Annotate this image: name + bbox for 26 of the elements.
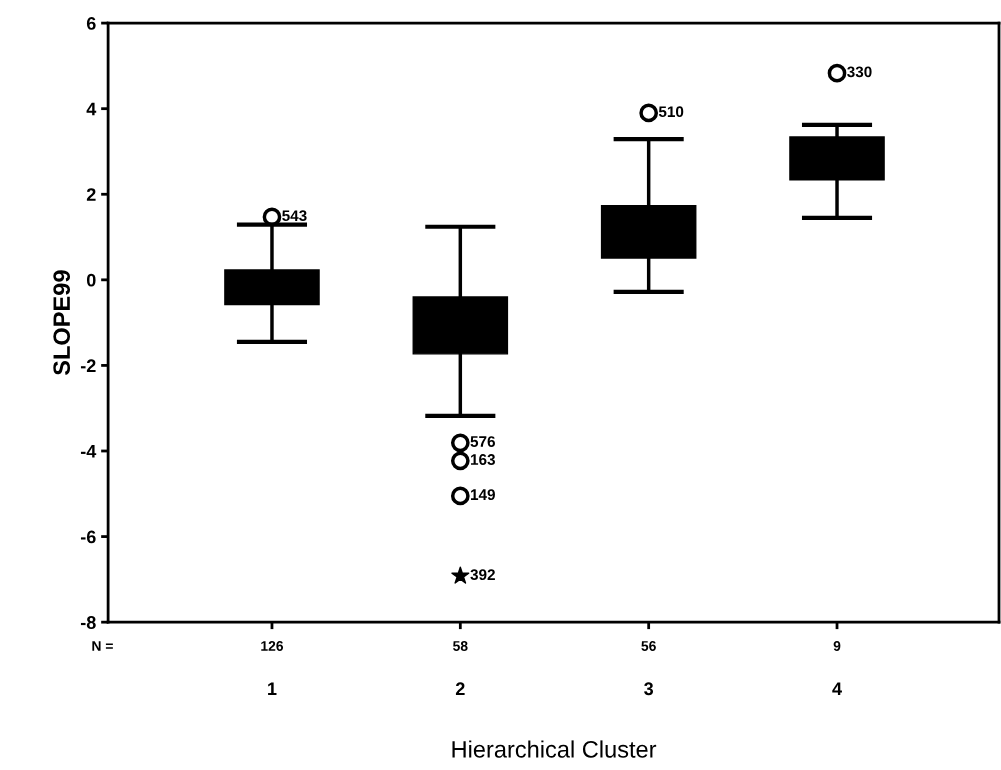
x-tick-label: 1 [268,682,277,695]
x-axis-title: Hierarchical Cluster [452,740,657,758]
x-tick-label: 2 [455,682,465,695]
annotation: 543 [282,210,307,222]
y-tick-label: -6 [80,530,96,544]
y-tick-label: -8 [80,616,96,629]
annotation: 163 [471,454,495,465]
text: 56 [641,641,656,651]
annotation: 392 [470,569,495,581]
x-tick-label: 3 [644,682,654,696]
annotation: 510 [658,106,684,118]
y-tick-label: -4 [80,445,97,458]
text: 58 [453,641,468,651]
y-tick-label: 6 [86,17,96,30]
y-tick-label: 2 [86,188,96,201]
annotation: 576 [470,436,495,447]
y-tick-label: -2 [80,359,96,372]
text: N = [92,641,113,651]
text: 9 [833,641,841,651]
text: 126 [261,641,284,651]
annotation: 149 [471,489,495,501]
y-tick-label: 4 [86,102,97,116]
x-tick-label: 4 [832,682,842,695]
y-tick-label: 0 [86,273,96,287]
y-axis-title: SLOPE99 [53,270,71,376]
annotation: 330 [847,66,872,78]
